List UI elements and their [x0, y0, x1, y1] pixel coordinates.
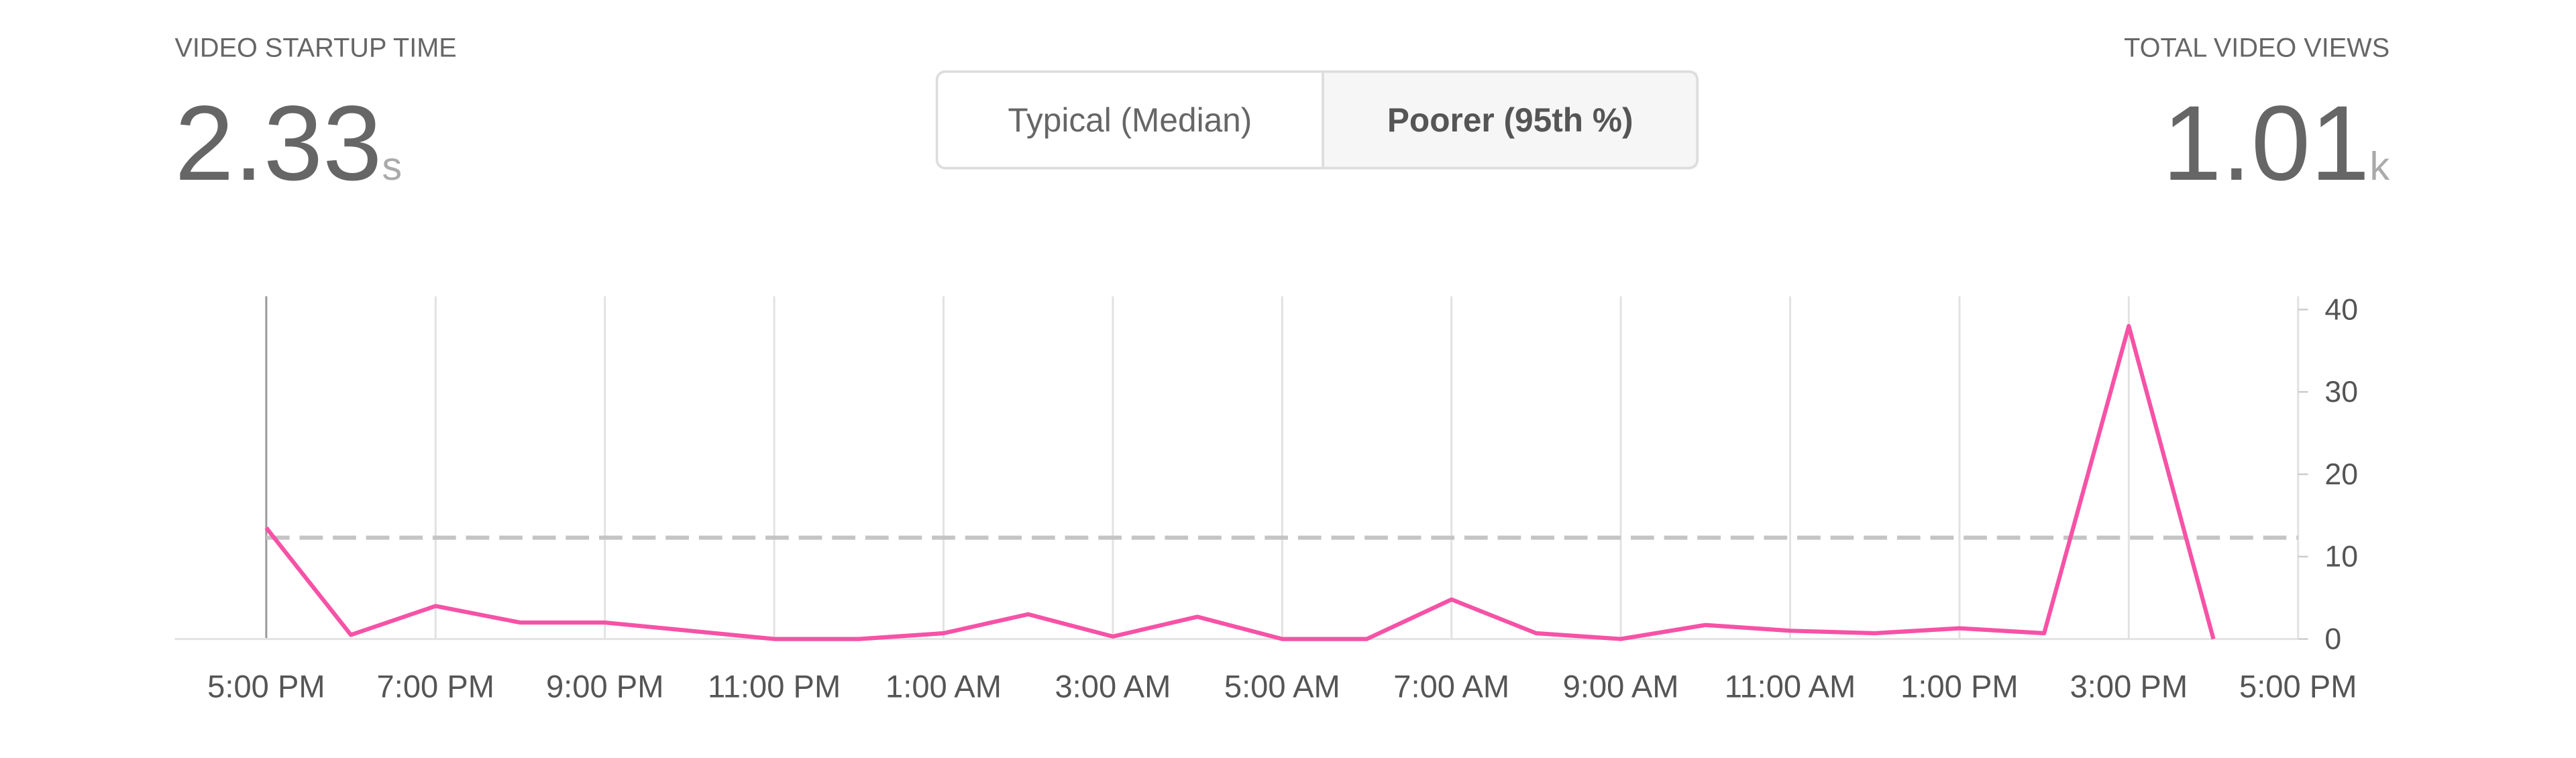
- metric-unit: k: [2369, 144, 2390, 188]
- y-tick-label: 0: [2324, 622, 2341, 655]
- metric-value: 2.33s: [174, 83, 402, 203]
- x-tick-label: 1:00 AM: [885, 668, 1002, 704]
- toggle-button-bg: [936, 71, 1324, 168]
- metric-number: 2.33: [174, 83, 382, 203]
- y-tick-label: 30: [2324, 376, 2358, 409]
- metric-value: 1.01k: [2162, 83, 2390, 203]
- x-tick-label: 9:00 PM: [546, 668, 664, 704]
- x-tick-label: 5:00 PM: [207, 668, 325, 704]
- toggle-label: Poorer (95th %): [1387, 101, 1633, 139]
- x-tick-label: 1:00 PM: [1900, 668, 2018, 704]
- y-tick-label: 40: [2324, 293, 2358, 326]
- x-tick-label: 11:00 AM: [1725, 668, 1856, 704]
- toggle-border: [935, 70, 1699, 170]
- series-line: [264, 323, 2216, 641]
- metric-number: 1.01: [2162, 83, 2369, 203]
- y-tick-label: 10: [2324, 541, 2358, 574]
- toggle-label: Typical (Median): [1008, 101, 1252, 139]
- x-tick-label: 11:00 PM: [708, 668, 841, 704]
- toggle-group: Typical (Median) Poorer (95th %): [935, 70, 1699, 170]
- x-tick-label: 3:00 PM: [2070, 668, 2188, 704]
- x-tick-label: 5:00 PM: [2239, 668, 2357, 704]
- chart: 5:00 PM 7:00 PM 9:00 PM 11:00 PM 1:00 AM 3:00…: [174, 293, 2358, 704]
- toggle-button[interactable]: Poorer (95th %): [1323, 71, 1698, 168]
- x-tick-label: 7:00 PM: [377, 668, 495, 704]
- metric-label: VIDEO STARTUP TIME: [174, 33, 456, 62]
- y-tick-label: 20: [2324, 458, 2358, 491]
- x-tick-label: 3:00 AM: [1055, 668, 1171, 704]
- toggle-button-bg: [1323, 71, 1698, 168]
- metric-label: TOTAL VIDEO VIEWS: [2124, 33, 2390, 62]
- x-tick-label: 9:00 AM: [1563, 668, 1679, 704]
- toggle-button[interactable]: Typical (Median): [936, 71, 1324, 168]
- metric-unit: s: [382, 144, 402, 188]
- x-tick-label: 5:00 AM: [1224, 668, 1340, 704]
- x-tick-label: 7:00 AM: [1393, 668, 1509, 704]
